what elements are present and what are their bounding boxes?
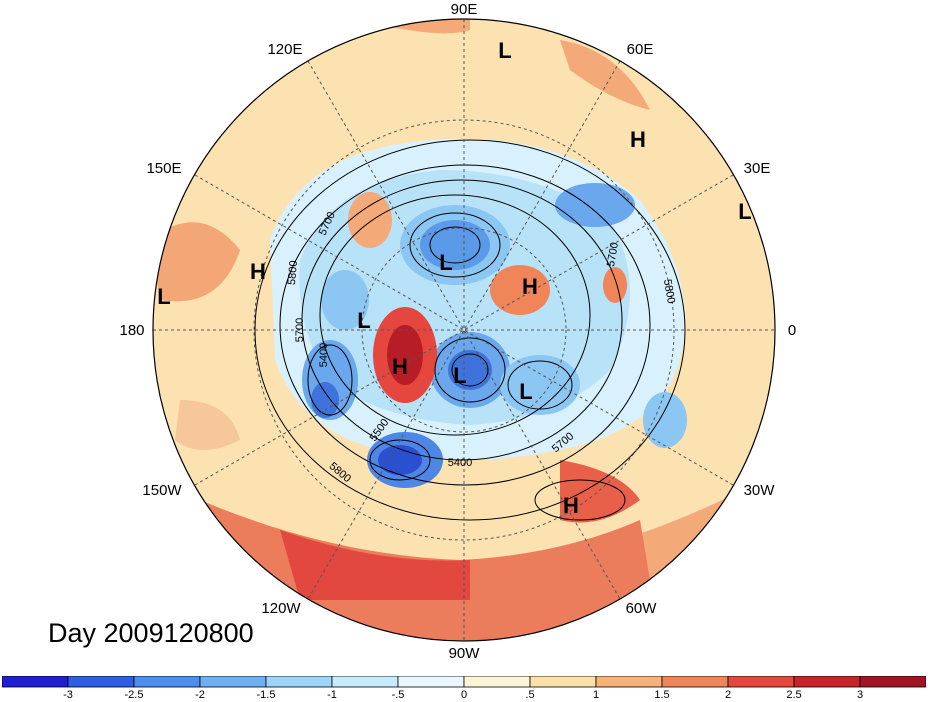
colorbar-tick-label: -1 [327, 689, 337, 700]
colorbar-tick-label: -2.5 [125, 689, 144, 700]
longitude-labels: 90E 60E 30E 0 30W 60W 90W 120W 150W 180 … [119, 1, 796, 662]
colorbar-tick-label: -2 [195, 689, 205, 700]
colorbar-box [265, 676, 333, 688]
low-center-hudson-bay: L [453, 363, 466, 388]
colorbar-ticks: -3 -2.5 -2 -1.5 -1 -.5 0 .5 1 1.5 2 2.5 3 [63, 689, 863, 700]
colorbar-box [67, 676, 135, 688]
colorbar-box [2, 676, 69, 688]
contour-label: 5700 [294, 318, 306, 342]
colorbar-boxes [2, 676, 926, 688]
low-center-west-pacific: L [157, 284, 170, 309]
low-center-kamchatka: L [357, 308, 370, 333]
low-center-africa: L [738, 199, 751, 224]
low-center-northern-europe: L [498, 38, 511, 63]
colorbar-box [661, 676, 729, 688]
colorbar-tick-label: 3 [857, 689, 863, 700]
colorbar-tick-label: -3 [63, 689, 73, 700]
map-boundary [152, 18, 776, 642]
lon-label-90e: 90E [451, 1, 478, 18]
colorbar-tick-label: .5 [525, 689, 534, 700]
colorbar-tick-label: -1.5 [257, 689, 276, 700]
colorbar-box [529, 676, 597, 688]
low-center-greenland: L [519, 379, 532, 404]
lon-label-30e: 30E [744, 160, 771, 177]
colorbar: -3 -2.5 -2 -1.5 -1 -.5 0 .5 1 1.5 2 2.5 3 [2, 676, 926, 700]
contour-label: 5800 [661, 278, 677, 304]
contour-label: 5800 [286, 260, 300, 285]
colorbar-box [595, 676, 663, 688]
lon-label-90w: 90W [449, 645, 481, 662]
low-center-siberia: L [439, 250, 452, 275]
lon-label-60e: 60E [627, 41, 654, 58]
lon-label-150e: 150E [146, 160, 181, 177]
anomaly-field [153, 19, 775, 641]
colorbar-box [199, 676, 267, 688]
date-title: Day 2009120800 [48, 618, 254, 648]
lon-label-60w: 60W [626, 600, 658, 617]
lon-label-30w: 30W [744, 482, 776, 499]
lon-label-120w: 120W [261, 600, 301, 617]
colorbar-tick-label: 0 [461, 689, 467, 700]
lon-label-120e: 120E [267, 41, 302, 58]
colorbar-tick-label: -.5 [392, 689, 405, 700]
high-center-scandinavia: H [630, 127, 646, 152]
geopotential-contours [254, 139, 686, 521]
lon-label-0: 0 [788, 322, 796, 339]
lon-label-180: 180 [119, 322, 144, 339]
contour-label: 5700 [605, 241, 621, 267]
colorbar-box [331, 676, 399, 688]
high-center-atlantic: H [563, 493, 579, 518]
colorbar-box [859, 676, 926, 688]
colorbar-box [133, 676, 201, 688]
colorbar-box [793, 676, 861, 688]
high-center-ural: H [522, 274, 538, 299]
colorbar-tick-label: 1 [593, 689, 599, 700]
colorbar-tick-label: 2.5 [786, 689, 801, 700]
colorbar-box [463, 676, 531, 688]
lon-label-150w: 150W [142, 482, 182, 499]
colorbar-box [727, 676, 795, 688]
high-center-alaska: H [392, 354, 408, 379]
high-center-pacific: H [250, 259, 266, 284]
colorbar-box [397, 676, 465, 688]
graticule [153, 19, 775, 641]
contour-label: 5400 [448, 457, 472, 469]
contour-label: 5400 [318, 343, 330, 367]
pressure-centers: L H L L H L H L L H H L [157, 38, 751, 518]
colorbar-tick-label: 1.5 [654, 689, 669, 700]
colorbar-tick-label: 2 [725, 689, 731, 700]
